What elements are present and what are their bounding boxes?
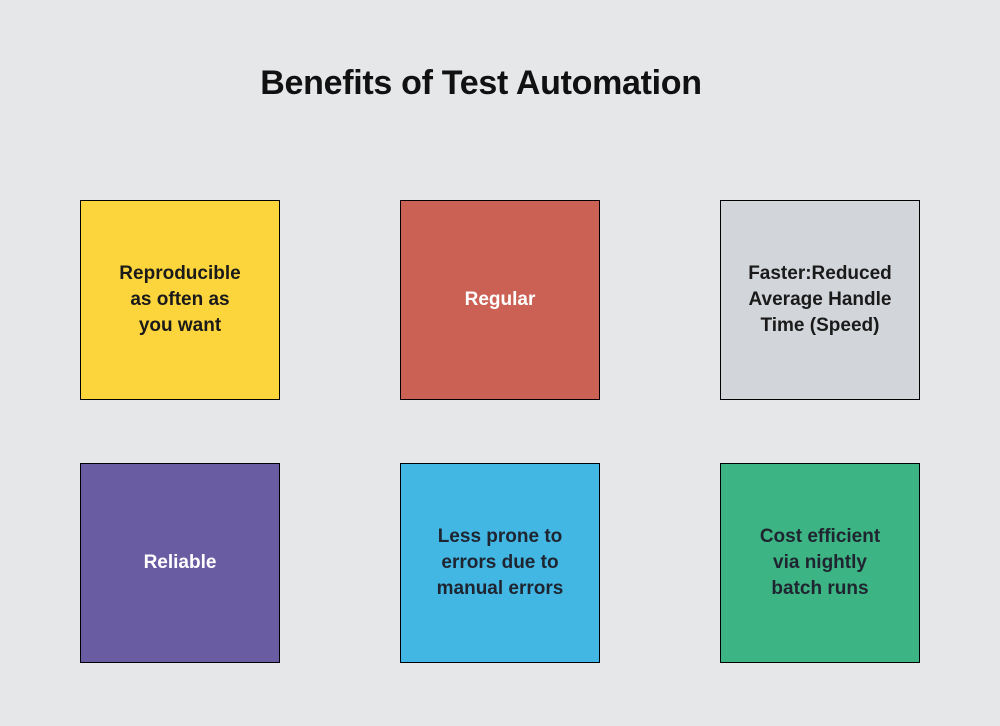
benefit-box-faster: Faster:Reduced Average Handle Time (Spee… <box>720 200 920 400</box>
benefit-label-reproducible: Reproducible as often as you want <box>119 263 241 336</box>
benefit-label-cost-efficient: Cost efficient via nightly batch runs <box>759 526 881 599</box>
benefit-label-reliable: Reliable <box>143 552 217 573</box>
benefit-label-faster: Faster:Reduced Average Handle Time (Spee… <box>748 263 892 336</box>
benefit-box-regular: Regular <box>400 200 600 400</box>
benefit-label-less-errors: Less prone to errors due to manual error… <box>436 526 564 599</box>
benefit-box-cost-efficient: Cost efficient via nightly batch runs <box>720 463 920 663</box>
benefit-box-less-errors: Less prone to errors due to manual error… <box>400 463 600 663</box>
benefit-label-regular: Regular <box>464 289 536 310</box>
benefit-box-reproducible: Reproducible as often as you want <box>80 200 280 400</box>
page-title: Benefits of Test Automation <box>260 64 702 102</box>
benefit-box-reliable: Reliable <box>80 463 280 663</box>
benefits-grid: Reproducible as often as you want Regula… <box>80 200 920 663</box>
